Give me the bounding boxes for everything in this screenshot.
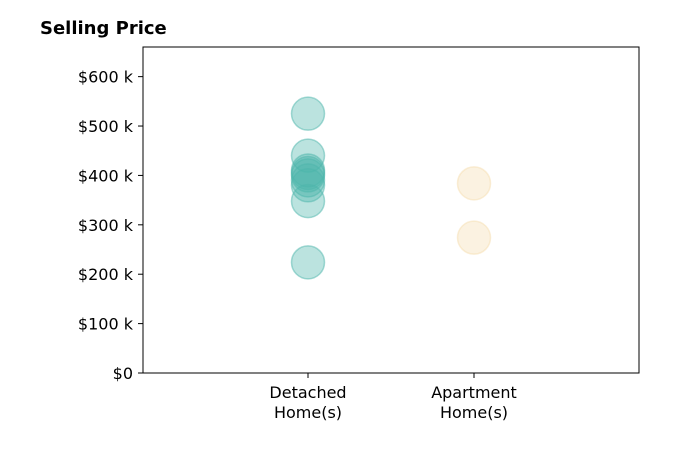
- data-point: [290, 96, 326, 131]
- data-point: [290, 138, 326, 173]
- y-tick-label: $100 k: [78, 315, 134, 334]
- data-points: [290, 96, 492, 280]
- x-tick-label: Apartment: [431, 383, 517, 402]
- y-tick-label: $300 k: [78, 216, 134, 235]
- plot-frame: [142, 46, 640, 374]
- data-point: [456, 166, 492, 201]
- chart-title: Selling Price: [40, 18, 167, 39]
- y-tick-label: $500 k: [78, 117, 134, 136]
- y-tick-label: $600 k: [78, 68, 134, 87]
- x-tick-label: Home(s): [440, 403, 508, 422]
- data-point: [290, 183, 326, 219]
- y-axis: $0 $100 k $200 k $300 k $400 k $500 k $600 k: [78, 68, 143, 383]
- y-tick-label: $200 k: [78, 265, 134, 284]
- x-tick-label: Home(s): [274, 403, 342, 422]
- y-tick-label: $400 k: [78, 166, 134, 185]
- y-tick-label: $0: [113, 364, 133, 383]
- data-point: [456, 220, 492, 255]
- x-tick-label: Detached: [269, 383, 346, 402]
- data-point: [290, 245, 326, 280]
